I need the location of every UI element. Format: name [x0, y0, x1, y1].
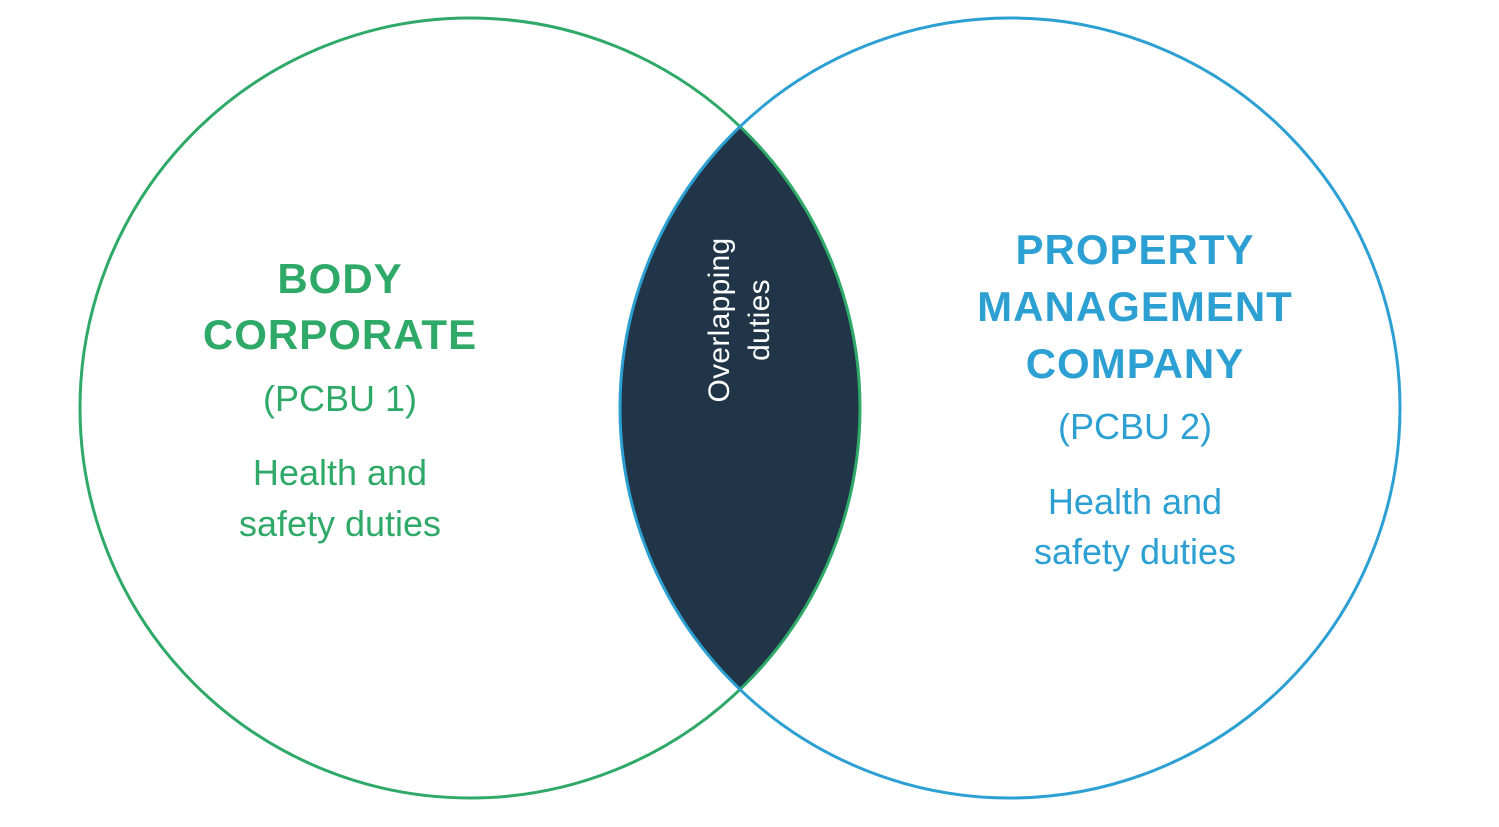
venn-svg	[0, 0, 1499, 827]
venn-diagram: BODYCORPORATE(PCBU 1)Health andsafety du…	[0, 0, 1499, 827]
venn-intersection	[620, 127, 860, 690]
